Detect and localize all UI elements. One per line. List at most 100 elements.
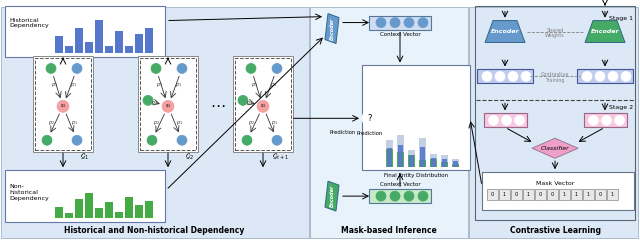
Text: $p_1$: $p_1$ [175, 81, 182, 89]
Text: $p_1$: $p_1$ [70, 119, 77, 127]
Circle shape [390, 18, 400, 27]
Circle shape [46, 63, 56, 74]
Text: Encoder: Encoder [330, 185, 335, 207]
Text: $\mathcal{G}_1$: $\mathcal{G}_1$ [80, 152, 89, 162]
Bar [409, 155, 414, 167]
Circle shape [418, 18, 428, 27]
Bar [430, 159, 437, 167]
Polygon shape [532, 138, 578, 158]
Bar [235, 59, 291, 150]
Circle shape [246, 63, 256, 74]
Bar [233, 57, 293, 152]
Text: $p_2$: $p_2$ [248, 119, 255, 127]
Text: $p_1$: $p_1$ [51, 81, 58, 89]
Text: Encoder: Encoder [591, 29, 620, 34]
Bar [105, 202, 113, 218]
Text: 1: 1 [527, 192, 530, 197]
Bar [453, 161, 458, 167]
Bar [584, 113, 627, 127]
Polygon shape [485, 21, 525, 43]
Circle shape [508, 72, 518, 81]
Circle shape [177, 63, 187, 74]
Text: $\mathcal{G}_2$: $\mathcal{G}_2$ [185, 152, 194, 162]
Circle shape [238, 95, 248, 105]
Text: $p_1$: $p_1$ [175, 119, 182, 127]
Text: 0: 0 [551, 192, 554, 197]
Bar [571, 189, 582, 200]
Text: $p_1$: $p_1$ [271, 119, 278, 127]
Bar [135, 34, 143, 53]
Bar [1, 7, 309, 238]
Text: Context Vector: Context Vector [380, 182, 420, 187]
Bar [483, 113, 527, 127]
Bar [408, 155, 415, 167]
Circle shape [147, 135, 157, 145]
Bar [135, 205, 143, 218]
Text: Contrastive
Training: Contrastive Training [541, 73, 569, 83]
Circle shape [515, 115, 525, 125]
Circle shape [57, 100, 69, 112]
Bar [431, 158, 436, 167]
Bar [441, 162, 448, 167]
Bar [138, 57, 198, 152]
Text: Context Vector: Context Vector [380, 32, 420, 37]
Text: $p_2$: $p_2$ [47, 119, 54, 127]
Text: Mask Vector: Mask Vector [536, 181, 574, 186]
Circle shape [376, 18, 386, 27]
Text: Stage 1: Stage 1 [609, 16, 633, 21]
Circle shape [521, 72, 531, 81]
Text: 1: 1 [575, 192, 578, 197]
Bar [419, 160, 426, 167]
Circle shape [42, 135, 52, 145]
Bar [95, 208, 103, 218]
Bar [408, 150, 415, 167]
Polygon shape [325, 13, 339, 44]
Bar [55, 207, 63, 218]
Bar [65, 213, 73, 218]
Text: Mask-based Inference: Mask-based Inference [341, 226, 437, 235]
Bar [477, 69, 533, 83]
Text: 1: 1 [563, 192, 566, 197]
Bar [85, 193, 93, 218]
Bar [475, 6, 635, 220]
Circle shape [272, 63, 282, 74]
Bar [583, 189, 594, 200]
Text: Encoder: Encoder [330, 17, 335, 40]
Bar [419, 138, 426, 167]
Text: $s_1$: $s_1$ [165, 102, 171, 110]
Bar [105, 46, 113, 53]
Bar [430, 154, 437, 167]
Text: ?: ? [368, 114, 372, 123]
Bar [75, 199, 83, 218]
Bar [535, 189, 546, 200]
Text: Final Entity Distribution: Final Entity Distribution [384, 173, 448, 178]
Bar [115, 212, 123, 218]
Bar [398, 145, 403, 167]
Text: Historical
Dependency: Historical Dependency [9, 18, 49, 28]
Circle shape [143, 95, 153, 105]
Text: $s_1$: $s_1$ [60, 102, 66, 110]
Bar [386, 140, 393, 167]
Bar [95, 20, 103, 53]
Bar [386, 148, 393, 167]
Bar [362, 65, 470, 170]
Bar [511, 189, 522, 200]
Text: $s_1$: $s_1$ [260, 102, 266, 110]
Text: $p_1$: $p_1$ [156, 81, 163, 89]
Bar [482, 172, 634, 210]
Circle shape [72, 63, 82, 74]
Text: 1: 1 [503, 192, 506, 197]
Circle shape [495, 72, 505, 81]
Bar [5, 170, 165, 222]
Text: 0: 0 [599, 192, 602, 197]
Circle shape [390, 191, 400, 201]
Bar [387, 148, 392, 167]
Text: Historical and Non-historical Dependency: Historical and Non-historical Dependency [64, 226, 244, 235]
Text: $\cdots$: $\cdots$ [211, 97, 226, 112]
Text: Stage 2: Stage 2 [609, 105, 633, 110]
Text: $p_1$: $p_1$ [70, 81, 77, 89]
Bar [469, 7, 638, 238]
Text: Prediction: Prediction [330, 130, 356, 135]
Bar [369, 16, 431, 30]
Circle shape [488, 115, 499, 125]
